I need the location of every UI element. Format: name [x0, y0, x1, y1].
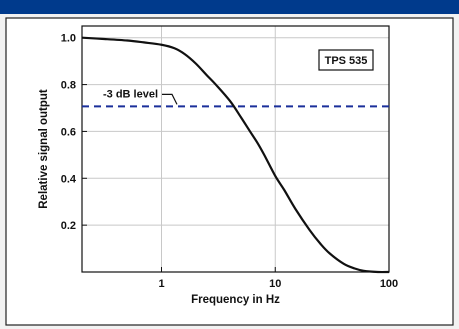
- y-tick-label: 0.2: [61, 220, 76, 232]
- y-tick-label: 1.0: [61, 33, 76, 45]
- x-tick-label: 100: [380, 278, 398, 290]
- tick-labels: 1 10 100 0.2 0.4 0.6 0.8 1.0: [61, 33, 398, 290]
- x-tick-label: 1: [158, 278, 164, 290]
- plot-area: [81, 25, 390, 273]
- legend: TPS 535: [318, 49, 374, 71]
- response-curve: [81, 36, 390, 274]
- y-tick-label: 0.4: [61, 173, 77, 185]
- legend-frame: [318, 49, 374, 71]
- legend-label: TPS 535: [325, 55, 368, 67]
- y-tick-label: 0.6: [61, 126, 76, 138]
- reference-line-label: -3 dB level: [103, 88, 158, 100]
- series-group: [81, 36, 390, 274]
- figure-frame: [5, 17, 454, 326]
- title-band: [0, 0, 459, 14]
- y-tick-label: 0.8: [61, 80, 76, 92]
- y-axis-label: Relative signal output: [38, 89, 50, 209]
- reference-line-pointer: [162, 93, 178, 105]
- x-tick-label: 10: [269, 278, 281, 290]
- x-axis-label: Frequency in Hz: [191, 294, 280, 306]
- reference-line-group: -3 dB level: [82, 88, 389, 108]
